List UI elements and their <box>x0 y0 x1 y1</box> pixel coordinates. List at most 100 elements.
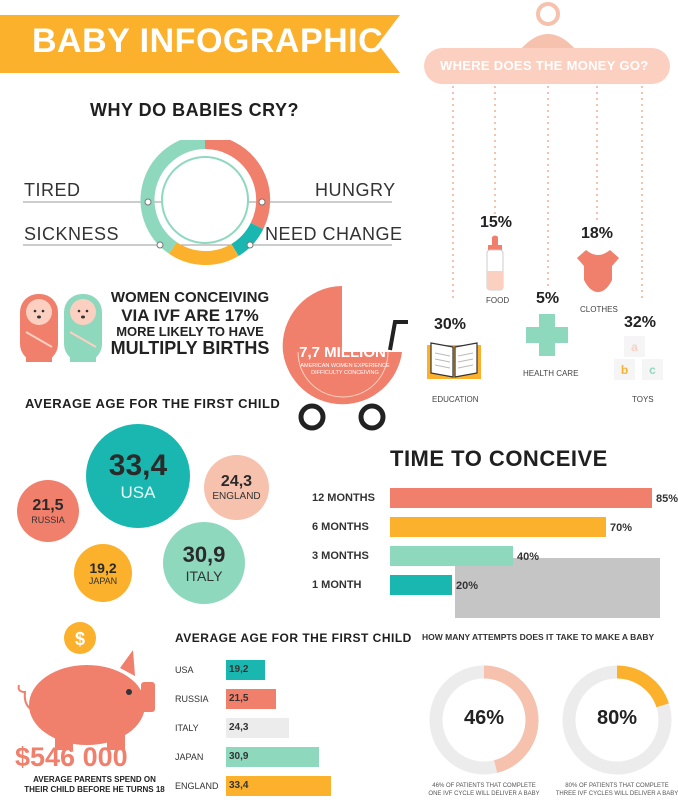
tc-value-1-month: 20% <box>456 580 479 592</box>
money-label-clothes: CLOTHES <box>580 305 618 314</box>
cry-segment-need-change <box>231 222 264 256</box>
attempts-donut-arc-1 <box>429 665 539 775</box>
money-label-health-care: HEALTH CARE <box>523 369 579 378</box>
stroller-caption-line-2: DIFFICULTY CONCEIVING <box>311 369 379 376</box>
cry-label-sickness: SICKNESS <box>24 224 120 244</box>
onesie-icon <box>577 250 619 292</box>
bubble-italy-value: 30,9 <box>182 542 226 567</box>
money-pct-food: 15% <box>480 214 513 231</box>
tc-title: TIME TO CONCEIVE <box>390 446 608 471</box>
piggy-caption-line-2: THEIR CHILD BEFORE HE TURNS 18 <box>24 784 165 794</box>
tc-value-3-months: 40% <box>517 551 540 563</box>
title-banner <box>0 15 400 73</box>
stroller-value: 7,7 MILLION <box>299 344 386 361</box>
attempts-donut-arc-2 <box>562 665 672 775</box>
ab-bar-usa: 19,2 <box>226 660 265 680</box>
attempts-title: HOW MANY ATTEMPTS DOES IT TAKE TO MAKE A… <box>422 632 655 642</box>
stroller-caption: AMERICAN WOMEN EXPERIENCE DIFFICULTY CON… <box>290 363 400 376</box>
tc-bar-1-month <box>390 575 452 595</box>
toy-blocks-icon: a b c <box>614 336 663 380</box>
cry-ring-chart <box>23 140 392 265</box>
attempts-donut-1 <box>429 665 539 775</box>
cry-title: WHY DO BABIES CRY? <box>90 100 300 120</box>
bubble-russia: 21,5 RUSSIA <box>17 480 79 542</box>
tc-label-3-months: 3 MONTHS <box>312 550 369 562</box>
bubble-england-value: 24,3 <box>220 473 253 490</box>
medical-cross-icon <box>526 314 568 356</box>
money-pct-toys: 32% <box>624 314 657 331</box>
attempts-note-2-line-1: 80% OF PATIENTS THAT COMPLETE <box>565 783 669 789</box>
book-icon <box>427 342 481 379</box>
tc-bar-12-months <box>390 488 652 508</box>
ab-label-england: ENGLAND <box>175 781 219 791</box>
attempts-donut-value-2: 80% <box>596 707 638 729</box>
cry-segment-tired <box>140 140 206 254</box>
ab-bar-russia: 21,5 <box>226 689 276 709</box>
cry-segment-sickness <box>169 242 239 265</box>
attempts-donut-value-1: 46% <box>463 707 505 729</box>
cry-label-tired: TIRED <box>24 180 81 200</box>
attempts-note-1-line-2: ONE IVF CYCLE WILL DELIVER A BABY <box>428 791 540 797</box>
baby-bottle-icon <box>486 235 504 291</box>
bubble-japan-value: 19,2 <box>89 560 117 576</box>
bubble-japan: 19,2 JAPAN <box>74 544 132 602</box>
tc-value-6-months: 70% <box>610 522 633 534</box>
stroller-icon <box>282 286 408 431</box>
bubble-usa-country: USA <box>120 483 156 502</box>
money-title: WHERE DOES THE MONEY GO? <box>440 58 649 73</box>
ivf-line-2: VIA IVF ARE 17% <box>121 305 259 325</box>
ivf-line-1: WOMEN CONCEIVING <box>110 289 270 306</box>
svg-text:a: a <box>631 340 638 354</box>
money-label-toys: TOYS <box>632 395 654 404</box>
bubble-italy: 30,9 ITALY <box>163 522 245 604</box>
bubble-russia-value: 21,5 <box>32 497 64 514</box>
cry-label-hungry: HUNGRY <box>315 180 396 200</box>
bubble-usa-value: 33,4 <box>108 449 168 482</box>
piggy-caption: AVERAGE PARENTS SPEND ON THEIR CHILD BEF… <box>22 775 167 794</box>
ab-bar-england: 33,4 <box>226 776 331 796</box>
bubble-england: 24,3 ENGLAND <box>204 455 269 520</box>
piggy-bank-icon: $ <box>17 622 155 750</box>
ab-label-italy: ITALY <box>175 723 199 733</box>
tc-bar-3-months <box>390 546 513 566</box>
ab-bar-italy: 24,3 <box>226 718 289 738</box>
bubble-italy-country: ITALY <box>185 568 223 584</box>
tc-label-6-months: 6 MONTHS <box>312 521 369 533</box>
attempts-donut-2 <box>562 665 672 775</box>
svg-text:b: b <box>621 363 628 377</box>
page-title: BABY INFOGRAPHIC <box>32 22 384 60</box>
money-mobile-graphic <box>424 2 670 300</box>
money-pct-clothes: 18% <box>581 225 614 242</box>
attempts-note-2-line-2: THREE IVF CYCLES WILL DELIVER A BABY <box>555 791 678 797</box>
bubble-england-country: ENGLAND <box>212 491 261 502</box>
tc-bar-6-months <box>390 517 606 537</box>
swaddled-babies-icon <box>20 294 102 362</box>
bubble-usa: 33,4 USA <box>86 424 190 528</box>
svg-text:c: c <box>649 363 656 377</box>
ab-label-usa: USA <box>175 665 194 675</box>
money-label-education: EDUCATION <box>432 395 479 404</box>
ab-bar-japan: 30,9 <box>226 747 319 767</box>
ivf-statement: WOMEN CONCEIVING VIA IVF ARE 17% MORE LI… <box>110 289 270 359</box>
age-bars-title: AVERAGE AGE FOR THE FIRST CHILD <box>175 631 412 645</box>
stroller-caption-line-1: AMERICAN WOMEN EXPERIENCE <box>300 363 390 369</box>
cry-label-need-change: NEED CHANGE <box>265 224 403 244</box>
money-pct-education: 30% <box>434 316 467 333</box>
age-bubbles-title: AVERAGE AGE FOR THE FIRST CHILD <box>25 396 281 411</box>
money-label-food: FOOD <box>486 296 510 305</box>
piggy-caption-line-1: AVERAGE PARENTS SPEND ON <box>33 775 156 784</box>
ivf-line-4: MULTIPLY BIRTHS <box>110 338 270 359</box>
tc-label-12-months: 12 MONTHS <box>312 492 375 504</box>
bubble-japan-country: JAPAN <box>88 576 118 586</box>
tc-label-1-month: 1 MONTH <box>312 579 362 591</box>
attempts-note-1-line-1: 46% OF PATIENTS THAT COMPLETE <box>432 783 536 789</box>
bubble-russia-country: RUSSIA <box>31 515 65 525</box>
ab-label-japan: JAPAN <box>175 752 204 762</box>
piggy-amount: $546 000 <box>15 742 128 772</box>
ivf-line-3: MORE LIKELY TO HAVE <box>116 324 264 340</box>
watermark-box <box>455 558 660 618</box>
cry-segment-hungry <box>204 140 271 230</box>
money-pct-health-care: 5% <box>536 290 560 307</box>
tc-value-12-months: 85% <box>656 493 678 505</box>
svg-text:$: $ <box>75 629 85 649</box>
